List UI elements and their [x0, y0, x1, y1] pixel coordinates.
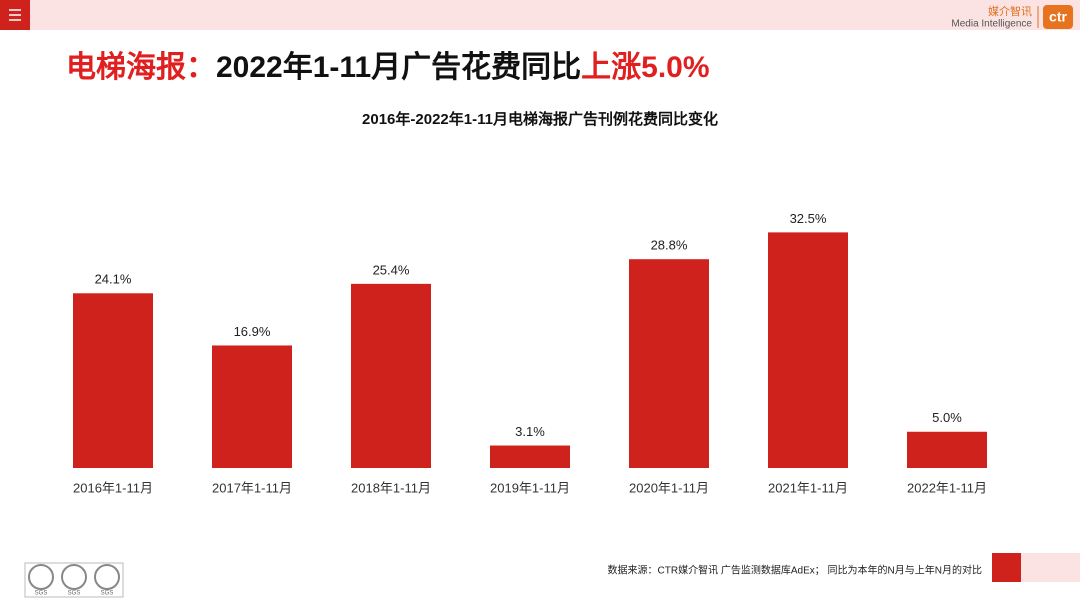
- badge: [61, 564, 87, 590]
- chart-title: 2016年-2022年1-11月电梯海报广告刊例花费同比变化: [362, 110, 718, 128]
- logo-box: [1043, 5, 1073, 29]
- slide-title: 电梯海报：2022年1-11月广告花费同比上涨5.0%: [66, 51, 710, 84]
- badge-label: SGS: [35, 591, 48, 597]
- value-label: 16.9%: [234, 324, 271, 339]
- title-part: 2022年1-11月广告花费同比: [216, 51, 581, 84]
- top-band: [0, 0, 1080, 30]
- bar: [629, 259, 709, 468]
- logo: ctr: [1049, 9, 1067, 25]
- x-tick-label: 2017年1-11月: [212, 480, 292, 495]
- value-label: 25.4%: [373, 262, 410, 277]
- x-tick-label: 2018年1-11月: [351, 480, 431, 495]
- brand-en: Media Intelligence: [951, 19, 1032, 30]
- badge-frame: [24, 562, 124, 598]
- title-part: 上涨5.0%: [581, 51, 709, 84]
- value-label: 5.0%: [932, 410, 962, 425]
- badge-label: SGS: [68, 591, 81, 597]
- x-tick-label: 2019年1-11月: [490, 480, 570, 495]
- badge: [28, 564, 54, 590]
- bar: [490, 445, 570, 468]
- title-part: 电梯海报：: [66, 51, 216, 84]
- bar: [351, 283, 431, 468]
- x-tick-label: 2016年1-11月: [73, 480, 153, 495]
- value-label: 3.1%: [515, 424, 545, 439]
- badge-label: SGS: [101, 591, 114, 597]
- value-label: 28.8%: [651, 238, 688, 253]
- value-label: 24.1%: [95, 272, 132, 287]
- menu-icon: [9, 9, 21, 21]
- source-note: 数据来源：CTR媒介智讯 广告监测数据库AdEx； 同比为本年的N月与上年N月的…: [608, 564, 982, 577]
- brand-cn: 媒介智讯: [988, 4, 1032, 18]
- bar: [73, 293, 153, 468]
- x-tick-label: 2020年1-11月: [629, 480, 709, 495]
- bar: [768, 232, 848, 468]
- footer-block: [992, 553, 1021, 582]
- value-label: 32.5%: [790, 211, 827, 226]
- bar: [907, 431, 987, 468]
- badge: [94, 564, 120, 590]
- x-tick-label: 2021年1-11月: [768, 480, 848, 495]
- bar: [212, 345, 292, 468]
- x-tick-label: 2022年1-11月: [907, 480, 987, 495]
